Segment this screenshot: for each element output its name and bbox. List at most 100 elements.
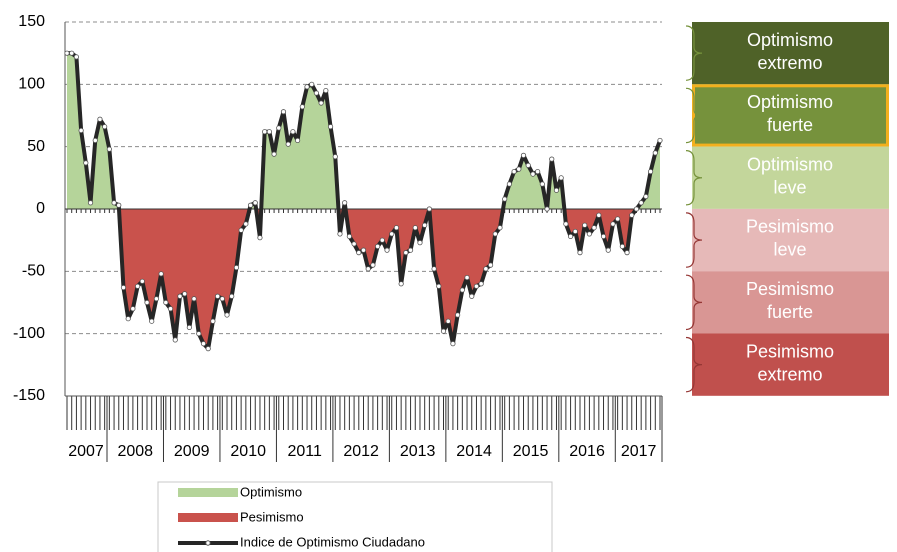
marker <box>205 346 211 352</box>
legend-label: Indice de Optimismo Ciudadano <box>240 534 425 549</box>
marker <box>549 156 555 162</box>
marker <box>139 278 145 284</box>
marker <box>276 125 282 131</box>
marker <box>149 318 155 324</box>
marker <box>511 169 517 175</box>
marker <box>558 175 564 181</box>
band-label: Optimismo <box>747 30 833 50</box>
marker <box>516 166 522 172</box>
x-tick-label: 2009 <box>174 443 210 460</box>
x-tick-label: 2015 <box>513 443 549 460</box>
marker <box>309 81 315 87</box>
marker <box>116 202 122 208</box>
legend-label: Pesimismo <box>240 509 304 524</box>
marker <box>83 160 89 166</box>
marker <box>290 129 296 135</box>
marker <box>572 228 578 235</box>
marker <box>459 287 465 293</box>
marker <box>210 318 216 324</box>
marker <box>619 243 625 249</box>
marker <box>200 341 207 347</box>
marker <box>455 312 461 318</box>
marker <box>403 250 409 256</box>
marker <box>506 181 512 187</box>
band-label: Optimismo <box>747 154 833 174</box>
marker <box>643 193 649 200</box>
marker <box>600 233 607 240</box>
marker <box>144 299 150 306</box>
marker <box>337 231 343 237</box>
marker <box>295 137 301 144</box>
series-line <box>67 51 662 351</box>
x-tick-label: 2013 <box>400 443 436 460</box>
x-tick-label: 2012 <box>343 443 379 460</box>
marker <box>69 50 75 56</box>
y-tick-label: 150 <box>18 13 45 30</box>
marker <box>483 266 489 272</box>
marker <box>219 296 225 302</box>
marker <box>167 306 174 312</box>
marker <box>544 206 550 212</box>
x-tick-label: 2016 <box>569 443 605 460</box>
marker <box>158 271 164 277</box>
band-box <box>692 333 889 396</box>
marker <box>215 293 221 299</box>
marker <box>262 129 268 135</box>
marker <box>191 296 197 302</box>
marker <box>271 151 277 157</box>
marker <box>365 266 371 272</box>
marker <box>464 274 470 281</box>
marker <box>153 296 160 302</box>
marker <box>398 281 404 287</box>
marker <box>652 150 658 156</box>
marker <box>497 225 503 231</box>
y-tick-label: 100 <box>18 76 45 93</box>
marker <box>97 116 103 122</box>
marker <box>313 90 320 96</box>
marker <box>370 262 376 268</box>
marker <box>73 54 80 60</box>
y-tick-label: 50 <box>27 138 45 155</box>
band-highlight <box>692 84 889 147</box>
marker <box>87 200 94 206</box>
marker <box>591 225 597 231</box>
marker <box>478 281 484 287</box>
marker <box>596 212 602 218</box>
marker <box>445 318 451 324</box>
marker <box>436 283 442 289</box>
marker <box>102 124 108 130</box>
marker <box>520 152 527 158</box>
band-label: Pesimismo <box>746 279 834 299</box>
marker <box>351 241 357 247</box>
marker <box>633 206 640 212</box>
marker <box>530 171 536 177</box>
marker <box>605 247 611 253</box>
legend-swatch <box>178 488 238 497</box>
x-tick-label: 2008 <box>117 443 153 460</box>
marker <box>422 222 428 228</box>
marker <box>266 129 272 135</box>
band-box <box>692 271 889 334</box>
marker <box>346 233 352 240</box>
band-label: Pesimismo <box>746 341 834 361</box>
marker <box>196 331 202 337</box>
marker <box>130 306 136 312</box>
marker <box>586 231 593 237</box>
marker <box>177 293 183 299</box>
y-tick-label: 0 <box>36 200 45 217</box>
marker <box>78 127 84 134</box>
marker <box>384 247 390 253</box>
marker <box>615 216 621 222</box>
marker <box>647 169 654 175</box>
marker <box>252 200 258 206</box>
marker <box>417 240 423 246</box>
marker <box>172 337 178 343</box>
marker <box>492 231 498 237</box>
brace <box>685 150 703 206</box>
marker <box>360 247 367 253</box>
marker <box>440 328 447 334</box>
band-box <box>692 146 889 209</box>
marker <box>657 137 663 144</box>
marker <box>525 162 531 168</box>
brace <box>685 87 703 144</box>
